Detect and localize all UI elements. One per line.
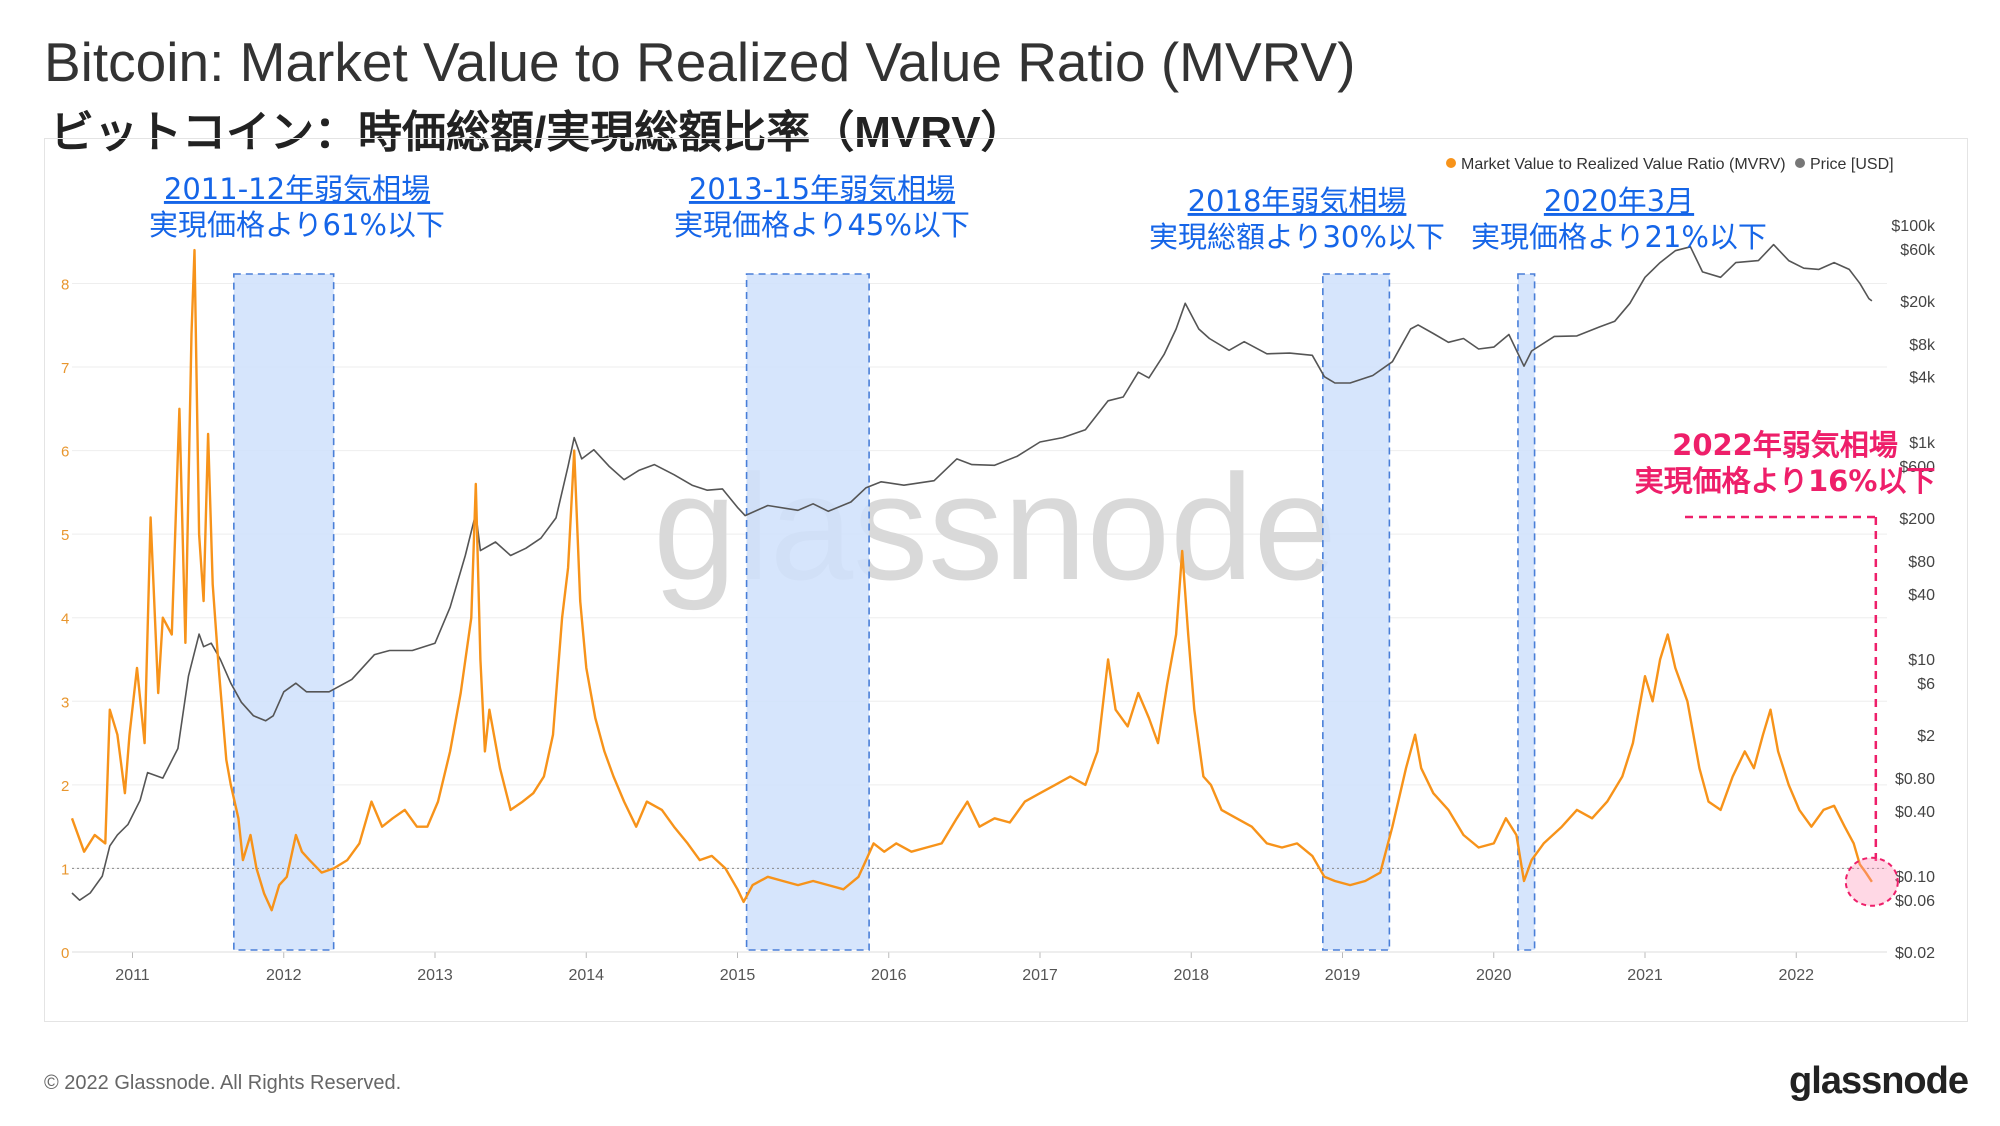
right-axis-tick: $2 — [1917, 728, 1935, 745]
right-axis-tick: $0.06 — [1895, 893, 1935, 910]
bear-band-3 — [1322, 273, 1391, 951]
band-title-4: 2020年3月 — [1544, 184, 1694, 218]
right-axis-tick: $0.80 — [1895, 771, 1935, 788]
band-subtitle-1: 実現価格より61%以下 — [149, 208, 445, 242]
left-axis-tick-4: 4 — [61, 611, 69, 628]
legend-label-mvrv: Market Value to Realized Value Ratio (MV… — [1461, 156, 1786, 173]
x-axis-tick-2020: 2020 — [1476, 967, 1512, 984]
right-axis-tick: $1k — [1909, 435, 1936, 452]
mvrv-series-line — [70, 248, 1873, 912]
x-axis-tick-2011: 2011 — [115, 967, 150, 984]
left-axis-tick-8: 8 — [61, 276, 69, 293]
left-axis-tick-3: 3 — [61, 694, 69, 711]
left-axis-tick-1: 1 — [61, 861, 69, 878]
x-axis-tick-2016: 2016 — [871, 967, 907, 984]
chart-title: Bitcoin: Market Value to Realized Value … — [44, 31, 1356, 93]
x-axis-tick-2012: 2012 — [266, 967, 302, 984]
band-title-2: 2013-15年弱気相場 — [689, 172, 955, 206]
left-axis-tick-2: 2 — [61, 778, 69, 795]
highlight-subtitle: 実現価格より16%以下 — [1635, 464, 1936, 498]
band-title-3: 2018年弱気相場 — [1188, 184, 1407, 218]
bear-band-1 — [233, 273, 335, 951]
right-axis-tick: $8k — [1909, 337, 1936, 354]
x-axis-tick-2018: 2018 — [1173, 967, 1209, 984]
right-axis-tick: $4k — [1909, 370, 1936, 387]
right-axis-tick: $0.40 — [1895, 804, 1935, 821]
left-axis-tick-7: 7 — [61, 360, 69, 377]
left-axis-tick-6: 6 — [61, 444, 69, 461]
x-axis-tick-2017: 2017 — [1022, 967, 1058, 984]
bear-band-2 — [745, 273, 870, 951]
left-axis-tick-5: 5 — [61, 527, 69, 544]
x-axis-tick-2013: 2013 — [417, 967, 453, 984]
right-axis-tick: $200 — [1899, 511, 1935, 528]
left-axis-tick-0: 0 — [61, 945, 69, 962]
right-axis-tick: $0.10 — [1895, 869, 1935, 886]
right-axis-tick: $100k — [1891, 218, 1936, 235]
copyright-notice: © 2022 Glassnode. All Rights Reserved. — [44, 1072, 402, 1094]
right-axis-tick: $0.02 — [1895, 945, 1935, 962]
right-axis-tick: $60k — [1900, 242, 1936, 259]
legend-label-price: Price [USD] — [1810, 156, 1894, 173]
chart-title-japanese: ビットコイン：時価総額/実現総額比率（MVRV） — [50, 108, 1025, 157]
price-series-line — [71, 243, 1873, 902]
right-axis-tick: $20k — [1900, 294, 1936, 311]
mvrv-chart: glassnode012345678$0.02$0.06$0.10$0.40$0… — [61, 156, 1936, 984]
legend-marker-mvrv — [1446, 158, 1456, 168]
band-subtitle-3: 実現総額より30%以下 — [1149, 220, 1445, 254]
bear-band-4 — [1517, 273, 1536, 951]
right-axis-tick: $6 — [1917, 676, 1935, 693]
x-axis-tick-2014: 2014 — [568, 967, 604, 984]
right-axis-tick: $40 — [1908, 587, 1935, 604]
x-axis-tick-2019: 2019 — [1325, 967, 1361, 984]
band-title-1: 2011-12年弱気相場 — [164, 172, 430, 206]
highlight-circle — [1844, 856, 1899, 907]
right-axis-tick: $80 — [1908, 554, 1935, 571]
x-axis-tick-2021: 2021 — [1627, 967, 1663, 984]
highlight-title: 2022年弱気相場 — [1672, 428, 1898, 462]
legend-marker-price — [1795, 158, 1805, 168]
right-axis-tick: $600 — [1899, 459, 1935, 476]
right-axis-tick: $10 — [1908, 652, 1935, 669]
brand-logo: glassnode — [1789, 1060, 1969, 1102]
x-axis-tick-2015: 2015 — [720, 967, 756, 984]
band-subtitle-4: 実現価格より21%以下 — [1471, 220, 1767, 254]
band-subtitle-2: 実現価格より45%以下 — [674, 208, 970, 242]
x-axis-tick-2022: 2022 — [1778, 967, 1814, 984]
chart-panel: glassnode 0 1 2 3 4 5 6 7 8 $0.02 $0.06 $0.10 $0.40 $0… — [44, 138, 1968, 1022]
